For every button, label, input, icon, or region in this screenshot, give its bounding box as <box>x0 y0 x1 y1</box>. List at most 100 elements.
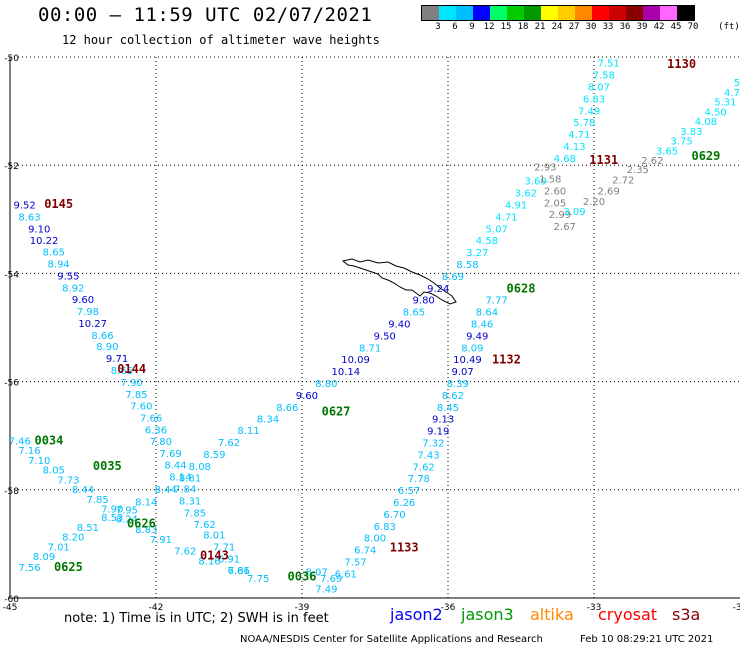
swh-value: 8.11 <box>237 426 259 437</box>
swh-value: 4.08 <box>695 117 717 128</box>
swh-value: 8.09 <box>461 343 483 354</box>
swh-value: 6.66 <box>228 566 250 577</box>
pass-time-label: 0143 <box>200 549 229 563</box>
swh-value: 2.93 <box>534 163 556 174</box>
swh-value: 8.62 <box>442 391 464 402</box>
swh-value: 2.20 <box>583 197 605 208</box>
scale-label: 70 <box>687 22 699 32</box>
swh-value: 7.69 <box>320 574 342 585</box>
y-tick-label: -50 <box>4 54 19 64</box>
swh-value: 4.71 <box>568 130 590 141</box>
swh-value: 9.10 <box>28 224 50 235</box>
x-tick-label: -30 <box>733 603 740 613</box>
swh-value: 6.61 <box>335 569 357 580</box>
map-subtitle: 12 hour collection of altimeter wave hei… <box>62 33 380 47</box>
x-tick-label: -45 <box>3 603 18 613</box>
satellite-cryosat: cryosat <box>598 605 658 624</box>
swh-value: 8.34 <box>257 415 279 426</box>
swh-value: 5.31 <box>714 98 736 109</box>
swh-value: 8.65 <box>111 366 133 377</box>
swh-value: 8.08 <box>189 462 211 473</box>
swh-value: 9.80 <box>413 296 435 307</box>
swh-value: 6.91 <box>218 554 240 565</box>
satellite-jason2: jason2 <box>390 605 443 624</box>
swh-value: 3.62 <box>515 189 537 200</box>
swh-value: 8.44 <box>155 485 177 496</box>
scale-label: 3 <box>435 22 441 32</box>
axis-labels: -50 -52 -54 -56 -58 -60-45 -42 -39 -36 -33 -30 <box>3 54 740 613</box>
swh-value: 8.00 <box>364 534 386 545</box>
swh-value: 7.49 <box>315 585 337 596</box>
x-tick-label: -36 <box>441 603 456 613</box>
scale-swatch <box>626 6 643 20</box>
scale-label: 21 <box>534 22 546 32</box>
swh-value: 9.13 <box>432 415 454 426</box>
color-scale <box>421 5 695 21</box>
scale-label: 42 <box>653 22 665 32</box>
footnote: note: 1) Time is in UTC; 2) SWH is in fe… <box>64 611 329 626</box>
y-tick-label: -58 <box>4 487 19 497</box>
grid <box>9 56 740 599</box>
scale-swatch <box>609 6 626 20</box>
scale-swatch <box>422 6 439 20</box>
scale-swatch <box>558 6 575 20</box>
scale-label: 45 <box>670 22 682 32</box>
x-tick-label: -42 <box>149 603 164 613</box>
swh-value: 8.63 <box>18 212 40 223</box>
swh-value: 3.69 <box>524 177 546 188</box>
credit-line: NOAA/NESDIS Center for Satellite Applica… <box>240 634 543 645</box>
y-tick-label: -60 <box>4 595 19 605</box>
swh-value: 7.32 <box>422 439 444 450</box>
swh-value: 7.49 <box>578 106 600 117</box>
swh-value: 8.16 <box>198 556 220 567</box>
pass-time-label: 1133 <box>390 540 419 554</box>
scale-swatch <box>643 6 660 20</box>
pass-time-label: 0036 <box>288 570 317 584</box>
swh-value: 8.07 <box>305 567 327 578</box>
swh-value: 8.09 <box>33 552 55 563</box>
pass-time-label: 1130 <box>667 57 696 71</box>
swh-value: 8.24 <box>116 514 138 525</box>
swh-value: 7.57 <box>344 558 366 569</box>
swh-value: 7.98 <box>77 307 99 318</box>
scale-swatch <box>541 6 558 20</box>
swh-value: 7.43 <box>417 450 439 461</box>
pass-time-labels: 1130 1131 0629 0628 1132 0627 0145 0144 0034 0035… <box>34 57 720 584</box>
swh-value: 8.45 <box>437 403 459 414</box>
swh-value: 7.85 <box>184 508 206 519</box>
swh-value: 2.35 <box>627 165 649 176</box>
swh-value: 8.44 <box>164 461 186 472</box>
swh-value: 9.19 <box>427 427 449 438</box>
swh-value: 7.62 <box>194 520 216 531</box>
swh-value: 7.90 <box>101 505 123 516</box>
swh-value: 8.65 <box>43 248 65 259</box>
scale-swatch <box>677 6 694 20</box>
swh-value: 8.31 <box>179 496 201 507</box>
swh-value: 8.94 <box>48 259 70 270</box>
swh-value: 8.44 <box>72 485 94 496</box>
swh-value: 10.22 <box>30 236 59 247</box>
x-tick-label: -33 <box>587 603 602 613</box>
swh-value: 8.39 <box>447 379 469 390</box>
swh-value: 8.80 <box>315 379 337 390</box>
swh-value: 7.10 <box>28 456 50 467</box>
swh-value: 10.14 <box>331 367 360 378</box>
swh-value: 9.49 <box>466 331 488 342</box>
swh-value: 7.91 <box>150 535 172 546</box>
swh-value: 9.24 <box>427 284 449 295</box>
swh-value: 9.60 <box>296 391 318 402</box>
swh-value: 7.01 <box>48 542 70 553</box>
swh-value: 7.77 <box>486 296 508 307</box>
scale-swatch <box>524 6 541 20</box>
swh-value: 10.27 <box>78 319 107 330</box>
swh-value: 7.85 <box>125 390 147 401</box>
scale-label: 12 <box>483 22 495 32</box>
swh-value: 6.70 <box>383 510 405 521</box>
swh-value: 4.50 <box>705 107 727 118</box>
swh-value: 9.07 <box>451 367 473 378</box>
scale-label: 36 <box>619 22 631 32</box>
pass-time-label: 0035 <box>93 459 122 473</box>
swh-value: 8.65 <box>403 308 425 319</box>
swh-value: 6.57 <box>398 486 420 497</box>
